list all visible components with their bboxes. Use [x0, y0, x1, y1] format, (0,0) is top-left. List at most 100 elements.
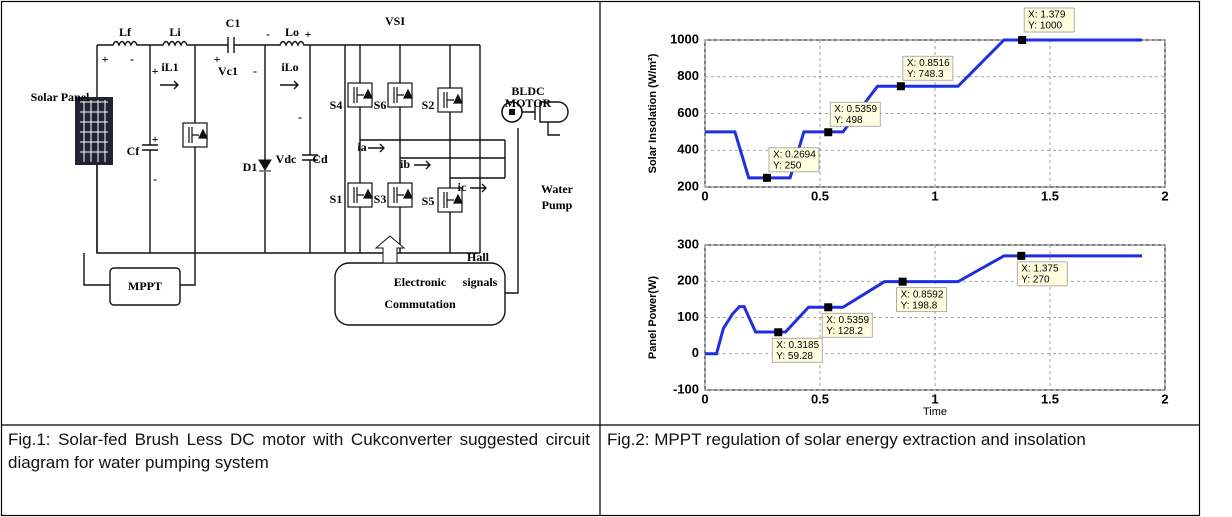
switch-gate: [443, 92, 463, 108]
data-tip-y: Y: 198.8: [901, 300, 938, 311]
caption-fig1: Fig.1: Solar-fed Brush Less DC motor wit…: [8, 430, 590, 472]
data-tip-x: X: 1.379: [1028, 10, 1066, 21]
circuit-label: Vdc: [276, 152, 297, 166]
y-tick-label: 0: [692, 345, 699, 360]
circuit-label: C1: [226, 16, 241, 30]
data-tip-marker: [898, 277, 907, 286]
panel-cells: [80, 100, 108, 162]
y-axis-label: Panel Power(W): [647, 276, 659, 359]
series-line: [705, 254, 1142, 356]
circuit-label: S3: [374, 192, 387, 206]
circuit-label: S6: [374, 98, 387, 112]
circuit-label: iL1: [161, 60, 178, 74]
circuit-label: BLDC: [511, 84, 544, 98]
data-tip-y: Y: 498: [834, 115, 863, 126]
circuit-label: +: [305, 27, 312, 41]
x-tick-label: 0.5: [811, 391, 829, 406]
x-tick-label: 2: [1161, 391, 1168, 406]
hall-wire: [505, 128, 519, 294]
circuit-label: ic: [458, 180, 467, 194]
pump: [522, 101, 569, 136]
circuit-label: signals: [463, 275, 498, 289]
y-tick-label: 100: [677, 309, 699, 324]
mppt-wires: [83, 165, 196, 286]
circuit-label: Hall: [467, 250, 490, 264]
y-tick-label: 300: [677, 236, 699, 251]
capacitor-c1: [227, 37, 235, 53]
data-tip-box: [1016, 261, 1068, 287]
x-tick-label: 1: [931, 391, 938, 406]
circuit-label: -: [153, 172, 157, 186]
data-tip-x: X: 0.5359: [834, 104, 877, 115]
switch-gate: [443, 192, 463, 208]
y-tick-label: 800: [677, 68, 699, 83]
top-rail: [97, 40, 480, 47]
x-tick-label: 1.5: [1041, 391, 1059, 406]
data-tip-marker: [762, 173, 771, 182]
gate-arrow: [374, 235, 406, 264]
y-tick-label: 200: [677, 273, 699, 288]
data-tip-y: Y: 128.2: [826, 326, 863, 337]
circuit-label: Cd: [312, 152, 328, 166]
data-tip-marker: [824, 128, 833, 137]
x-tick-label: 0: [701, 391, 708, 406]
circuit-label: ib: [400, 157, 410, 171]
circuit-label: Solar Panel: [31, 90, 90, 104]
data-tip-box: [771, 337, 823, 363]
y-tick-label: 600: [677, 105, 699, 120]
circuit-label: S2: [422, 98, 435, 112]
diode-d1: [258, 159, 272, 172]
switch-gate: [353, 187, 373, 203]
circuit-label: +: [102, 52, 109, 66]
switch-gate: [188, 127, 208, 143]
x-axis-label: Time: [923, 406, 947, 418]
circuit-label: Water: [541, 182, 574, 196]
circuit-label: VSI: [385, 14, 405, 28]
y-tick-label: 400: [677, 142, 699, 157]
circuit-label: ia: [357, 140, 366, 154]
circuit-label: -: [253, 64, 257, 78]
circuit-label: S4: [330, 98, 343, 112]
circuit-label: -: [298, 110, 302, 124]
data-tip-x: X: 0.8592: [901, 289, 944, 300]
circuit-label: Lo: [285, 25, 299, 39]
circuit-label: +: [152, 64, 159, 78]
solar-panel: [75, 97, 113, 165]
data-tip-x: X: 1.375: [1021, 264, 1059, 275]
data-tip-x: X: 0.5359: [826, 315, 869, 326]
data-tip-marker: [774, 328, 783, 337]
data-tip-box: [896, 287, 948, 313]
data-tip-x: X: 0.2694: [773, 149, 816, 160]
x-tick-label: 0: [701, 188, 708, 203]
data-tip-box: [1023, 7, 1075, 33]
circuit-label: S5: [422, 194, 435, 208]
circuit-label: Vc1: [218, 64, 238, 78]
current-arrows: [160, 80, 487, 193]
circuit-label: +: [152, 132, 159, 146]
switch-gate: [353, 87, 373, 103]
y-tick-label: -100: [673, 381, 699, 396]
data-tip-marker: [1018, 36, 1027, 44]
data-tip-marker: [824, 303, 833, 312]
circuit-label: Cf: [127, 144, 141, 158]
circuit-label: D1: [243, 160, 258, 174]
data-tip-y: Y: 59.28: [776, 351, 813, 362]
inverter-wires: [344, 45, 506, 253]
circuit-label: Lf: [119, 25, 132, 39]
circuit-label: MPPT: [128, 279, 162, 293]
mppt-box: [109, 267, 181, 306]
data-tip-box: [768, 147, 820, 173]
circuit-label: MOTOR: [505, 96, 552, 110]
data-tip-box: [829, 101, 881, 127]
circuit-label: +: [214, 52, 221, 66]
x-tick-label: 1: [931, 188, 938, 203]
series-line: [705, 38, 1142, 180]
data-tip-marker: [896, 82, 905, 91]
x-tick-label: 0.5: [811, 188, 829, 203]
switch-gate: [393, 187, 413, 203]
circuit-label: Commutation: [384, 297, 456, 311]
circuit-label: Electronic: [394, 275, 447, 289]
